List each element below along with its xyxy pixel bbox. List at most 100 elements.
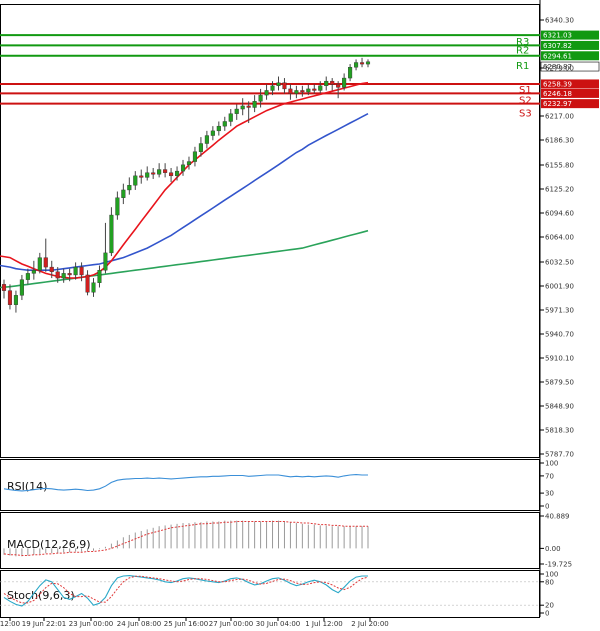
price-tick-label: 5971.30 xyxy=(545,307,574,315)
candle-up xyxy=(222,121,227,127)
candle-up xyxy=(186,161,192,166)
ma-long-line xyxy=(0,229,369,289)
macd-signal-line xyxy=(3,521,368,556)
panel-border-rsi xyxy=(0,459,540,511)
ma-mid-line xyxy=(0,112,369,271)
time-tick-label: 23 Jun 00:00 xyxy=(69,620,113,628)
level-price-label-r3: 6321.03 xyxy=(543,32,572,40)
candle-up xyxy=(103,252,108,271)
price-candles xyxy=(1,57,371,313)
time-tick-label: 1 Jul 12:00 xyxy=(305,620,343,628)
candle-up xyxy=(294,90,299,94)
candle-up xyxy=(252,101,257,108)
price-tick-label: 5787.70 xyxy=(545,451,574,459)
level-price-badge-s3 xyxy=(541,99,599,109)
candle-up xyxy=(240,105,245,110)
level-price-label-r2: 6307.82 xyxy=(543,42,572,50)
level-price-badge-r2 xyxy=(541,40,599,50)
candle-up xyxy=(37,257,42,271)
candle-up xyxy=(216,125,221,132)
candle-up xyxy=(145,172,150,178)
candle-up xyxy=(121,189,126,198)
candle-up xyxy=(19,279,24,296)
candle-down xyxy=(55,271,60,279)
stoch-main-line xyxy=(3,575,368,607)
candle-up xyxy=(25,273,30,280)
candle-down xyxy=(246,105,251,108)
candle-up xyxy=(91,282,96,293)
macd-axis-tick-label: -19.725 xyxy=(545,561,572,569)
candle-down xyxy=(330,80,335,85)
candle-down xyxy=(49,266,54,273)
candle-up xyxy=(31,270,36,274)
candle-up xyxy=(228,113,233,122)
price-tick-label: 6094.60 xyxy=(545,210,574,218)
time-tick-label: 25 Jun 16:00 xyxy=(164,620,208,628)
level-price-badge-s2 xyxy=(541,88,599,98)
price-tick-label: 6279.00 xyxy=(545,65,574,73)
candle-up xyxy=(318,85,323,91)
price-tick-label: 6340.30 xyxy=(545,17,574,25)
rsi-panel: RSI(14) 100 70 30 0 xyxy=(3,460,558,511)
candle-down xyxy=(300,90,305,93)
candle-up xyxy=(354,62,359,68)
candle-up xyxy=(61,273,66,279)
rsi-axis-tick-label: 100 xyxy=(545,460,558,468)
candle-down xyxy=(7,290,13,305)
level-price-badge-s1 xyxy=(541,79,599,89)
price-axis: 6340.30 6279.00 6217.00 6186.30 6155.80 6125.… xyxy=(540,17,574,459)
time-tick-label: 2 Jul 20:00 xyxy=(351,620,389,628)
candle-down xyxy=(85,274,90,293)
level-price-label-s2: 6246.18 xyxy=(543,90,572,98)
price-tick-label: 5848.90 xyxy=(545,403,574,411)
price-tick-label: 5879.50 xyxy=(545,379,574,387)
time-tick-label: 12:00 xyxy=(0,620,20,628)
time-tick-label: 19 Jun 22:01 xyxy=(22,620,66,628)
candle-up xyxy=(210,130,215,136)
level-name-s1: S1 xyxy=(519,85,532,96)
level-price-badge-r3 xyxy=(541,30,599,40)
time-tick-label: 30 Jun 04:00 xyxy=(256,620,300,628)
level-name-s2: S2 xyxy=(519,95,532,106)
level-price-label-r1: 6294.61 xyxy=(543,52,572,60)
candle-up xyxy=(264,90,269,96)
candle-down xyxy=(169,172,174,177)
stoch-axis-tick-label: 100 xyxy=(545,571,558,579)
candle-up xyxy=(13,295,18,305)
moving-averages xyxy=(0,81,369,289)
level-name-s3: S3 xyxy=(519,109,532,120)
candle-down xyxy=(336,84,341,88)
level-name-r3: R3 xyxy=(516,37,529,48)
pivot-levels: 6321.03 R3 6307.82 R2 6294.61 R1 6258.39 S1 6246… xyxy=(0,30,600,120)
candle-up xyxy=(270,85,275,91)
price-tick-label: 6217.00 xyxy=(545,113,574,121)
rsi-axis-tick-label: 30 xyxy=(545,490,554,498)
macd-panel: MACD(12,26,9) 40.889 0.00 -19.725 xyxy=(3,513,572,569)
candle-up xyxy=(198,143,203,152)
candle-down xyxy=(151,172,156,175)
candle-up xyxy=(109,214,114,254)
candle-up xyxy=(157,169,162,175)
stoch-axis-tick-label: 0 xyxy=(545,610,549,618)
price-tick-label: 6155.80 xyxy=(545,162,574,170)
time-tick-label: 27 Jun 00:00 xyxy=(209,620,253,628)
price-tick-label: 6064.00 xyxy=(545,234,574,242)
panel-border-main xyxy=(0,4,540,458)
price-tick-label: 5910.10 xyxy=(545,355,574,363)
rsi-label: RSI(14) xyxy=(7,480,47,493)
rsi-axis-tick-label: 0 xyxy=(545,503,549,511)
level-price-label-s1: 6258.39 xyxy=(543,81,572,89)
price-tick-label: 6032.50 xyxy=(545,259,574,267)
current-price-badge xyxy=(540,61,600,72)
candle-down xyxy=(139,175,144,178)
candle-up xyxy=(306,88,311,93)
candle-down xyxy=(79,266,84,276)
candle-up xyxy=(365,61,371,65)
candle-up xyxy=(133,175,138,186)
candle-down xyxy=(288,88,293,94)
stoch-axis-tick-label: 20 xyxy=(545,602,554,610)
current-price-label: 6280.87 xyxy=(543,63,572,71)
candle-down xyxy=(312,88,317,91)
price-tick-label: 5940.70 xyxy=(545,331,574,339)
